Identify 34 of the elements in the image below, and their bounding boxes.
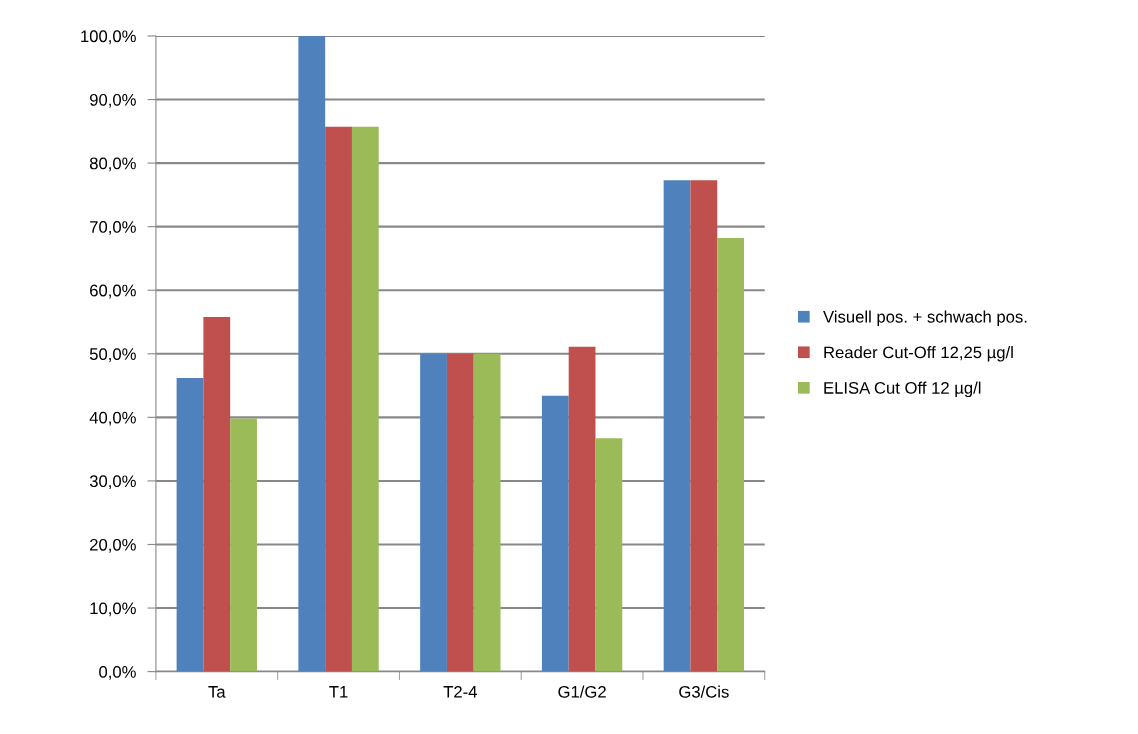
bar — [351, 126, 379, 672]
y-tick-label: 90,0% — [89, 93, 136, 108]
y-tick-label: 80,0% — [89, 157, 136, 172]
bar — [595, 438, 623, 672]
y-tick-label: 20,0% — [90, 538, 136, 553]
bar — [176, 377, 204, 672]
bar — [420, 353, 447, 672]
bar — [541, 395, 569, 672]
legend-label: ELISA Cut Off 12 µg/l — [824, 381, 981, 398]
y-tick-label: 70,0% — [90, 221, 136, 235]
x-tick-label: T1 — [329, 686, 348, 698]
bar — [663, 180, 691, 672]
bar — [717, 238, 745, 672]
y-tick-label: 50,0% — [89, 348, 136, 362]
y-tick-label: 0,0% — [99, 666, 136, 680]
bar — [203, 316, 231, 672]
legend-label: Visuell pos. + schwach pos. — [823, 310, 1027, 327]
x-tick-label: Ta — [208, 686, 226, 698]
bar — [230, 418, 257, 672]
x-tick-label: T2-4 — [443, 685, 477, 698]
y-tick-label: 100,0% — [81, 30, 136, 45]
x-tick-label: G1/G2 — [558, 685, 606, 698]
legend-label: Reader Cut-Off 12,25 µg/l — [824, 346, 1013, 362]
bar — [298, 35, 326, 672]
x-tick-label: G3/Cis — [679, 685, 729, 698]
bar — [690, 180, 718, 672]
bar — [446, 353, 474, 672]
bar — [568, 346, 596, 672]
y-tick-label: 30,0% — [89, 475, 136, 490]
bar — [473, 353, 501, 672]
y-tick-label: 10,0% — [90, 602, 136, 617]
y-tick-label: 60,0% — [90, 284, 136, 299]
bar — [325, 126, 352, 672]
y-tick-label: 40,0% — [89, 411, 136, 426]
